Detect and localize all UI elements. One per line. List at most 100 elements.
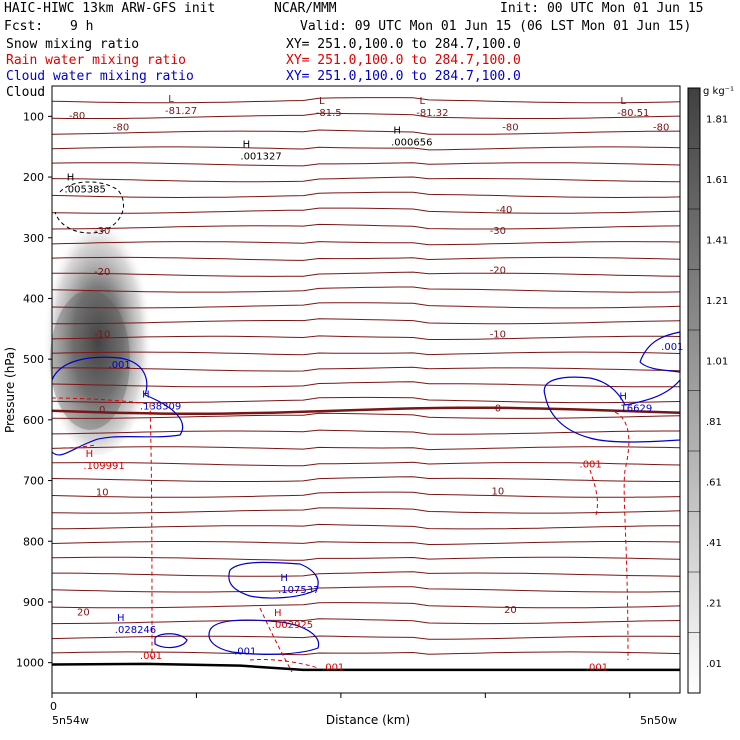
y-axis: 100 200 300 400 500 600 700 800 900 1000: [16, 110, 52, 670]
rain-water-contour: [61, 444, 96, 449]
contour-value-label: .001: [140, 651, 162, 662]
temperature-contour-line: [51, 381, 680, 388]
temperature-contour-line: [51, 176, 681, 183]
temperature-contour-line: [51, 286, 681, 293]
extremum-marker: H: [67, 172, 75, 183]
colorbar-label: .21: [706, 598, 722, 609]
extremum-marker: L: [168, 94, 174, 105]
temperature-contour-line: [51, 129, 681, 135]
colorbar-label: .41: [706, 538, 722, 549]
temperature-label: 0: [99, 405, 105, 416]
snow-shading-core: [50, 290, 130, 430]
extremum-value: -81.5: [316, 108, 342, 119]
extremum-value: .000656: [391, 138, 432, 149]
extremum-value: -80.51: [617, 108, 649, 119]
extremum-value: -81.32: [416, 108, 448, 119]
temperature-contour-line: [51, 351, 681, 356]
y-tick-label: 900: [23, 596, 44, 609]
temperature-contour-line: [51, 541, 681, 546]
temperature-label: -20: [490, 265, 506, 276]
cloud-water-contour: [228, 561, 319, 599]
extremum-marker: L: [620, 96, 626, 107]
extremum-marker: L: [319, 96, 325, 107]
plot-area: -80 -80 -80 -80 -40 -30 -30 -20 -20 -10 -10 0 0 10 10 2…: [43, 85, 684, 694]
temperature-contours: [51, 97, 681, 672]
extremum-value: .138309: [140, 402, 181, 413]
extremum-value: .028246: [115, 625, 156, 636]
temperature-contour-line: [51, 446, 681, 451]
temperature-contour-line: [51, 335, 681, 340]
extremum-value: .107537: [278, 585, 319, 596]
temperature-contour-line: [51, 223, 681, 230]
rain-water-contour: [259, 607, 293, 673]
field-xy: XY= 251.0,100.0 to 284.7,100.0: [286, 37, 521, 52]
extremum-value: .002925: [272, 620, 313, 631]
temperature-label: 20: [504, 605, 517, 616]
extremum-value: .109991: [83, 461, 124, 472]
field-xy: XY= 251.0,100.0 to 284.7,100.0: [286, 53, 521, 68]
temperature-contour-line: [51, 602, 681, 609]
temperature-contour-line: [51, 491, 681, 498]
y-tick-label: 600: [23, 414, 44, 427]
colorbar-label: .01: [706, 659, 722, 670]
colorbar-label: .81: [706, 417, 722, 428]
extremum-marker: H: [117, 613, 125, 624]
temperature-label: 0: [495, 404, 501, 415]
x-right-label: 5n50w: [640, 714, 677, 727]
temperature-label: -20: [94, 267, 110, 278]
extremum-marker: H: [142, 390, 150, 401]
temperature-label: -30: [94, 226, 110, 237]
field-name: Snow mixing ratio: [6, 37, 139, 52]
temperature-label: -80: [502, 123, 518, 134]
contour-value-label: .001: [661, 342, 683, 353]
temperature-contour-line: [51, 586, 681, 593]
colorbar: g kg⁻¹ .01 .21 .41 .61 .81 1.01 1.21 1.41 1.61 1.…: [687, 86, 734, 694]
x-left-label: 5n54w: [52, 714, 89, 727]
x-axis: [51, 693, 631, 698]
temperature-label: 10: [492, 486, 505, 497]
colorbar-label: 1.61: [706, 175, 728, 186]
forecast-label: Fcst:: [4, 19, 43, 34]
temperature-contour-line: [51, 523, 681, 530]
temperature-contour-line: [51, 396, 681, 404]
temperature-contour-line: [51, 618, 681, 625]
colorbar-label: 1.41: [706, 235, 728, 246]
temperature-contour-line: [51, 146, 681, 151]
temperature-contour-line: [52, 571, 681, 577]
rain-water-contour: [589, 469, 598, 516]
plot-frame: [51, 85, 681, 694]
temperature-contour-line: [52, 366, 681, 372]
temperature-contour-line: [51, 476, 680, 482]
x-axis-label: Distance (km): [326, 713, 410, 727]
mixing-ratio-contours: [51, 181, 681, 673]
y-tick-label: 800: [23, 535, 44, 548]
y-tick-label: 300: [23, 232, 44, 245]
forecast-value: 9 h: [70, 19, 93, 34]
center-name: NCAR/MMM: [274, 1, 337, 16]
contour-labels: -80 -80 -80 -80 -40 -30 -30 -20 -20 -10 -10 0 0 10 10 2…: [65, 94, 684, 673]
y-tick-label: 400: [23, 292, 44, 305]
y-tick-label: 1000: [16, 657, 44, 670]
field-name: Rain water mixing ratio: [6, 53, 186, 68]
y-tick-label: 200: [23, 171, 44, 184]
extremum-marker: H: [243, 140, 251, 151]
temperature-contour-line: [51, 97, 681, 104]
contour-value-label: .001: [109, 360, 131, 371]
temperature-contour-line: [51, 556, 681, 561]
temperature-contour-line: [51, 256, 681, 261]
y-axis-label: Pressure (hPa): [3, 347, 17, 433]
temperature-label: 20: [77, 608, 90, 619]
temperature-contour-line: [51, 461, 681, 467]
temperature-contour-line: [51, 241, 681, 246]
temperature-label: -10: [490, 330, 506, 341]
extremum-value: -81.27: [165, 106, 197, 117]
temperature-label: -80: [653, 123, 669, 134]
init-time: Init: 00 UTC Mon 01 Jun 15: [500, 1, 704, 16]
extremum-marker: H: [393, 126, 401, 137]
colorbar-label: .61: [706, 477, 722, 488]
extremum-marker: H: [86, 449, 94, 460]
terrain-line: [51, 662, 680, 672]
extremum-value: .16629: [617, 403, 652, 414]
extremum-marker: H: [280, 573, 288, 584]
